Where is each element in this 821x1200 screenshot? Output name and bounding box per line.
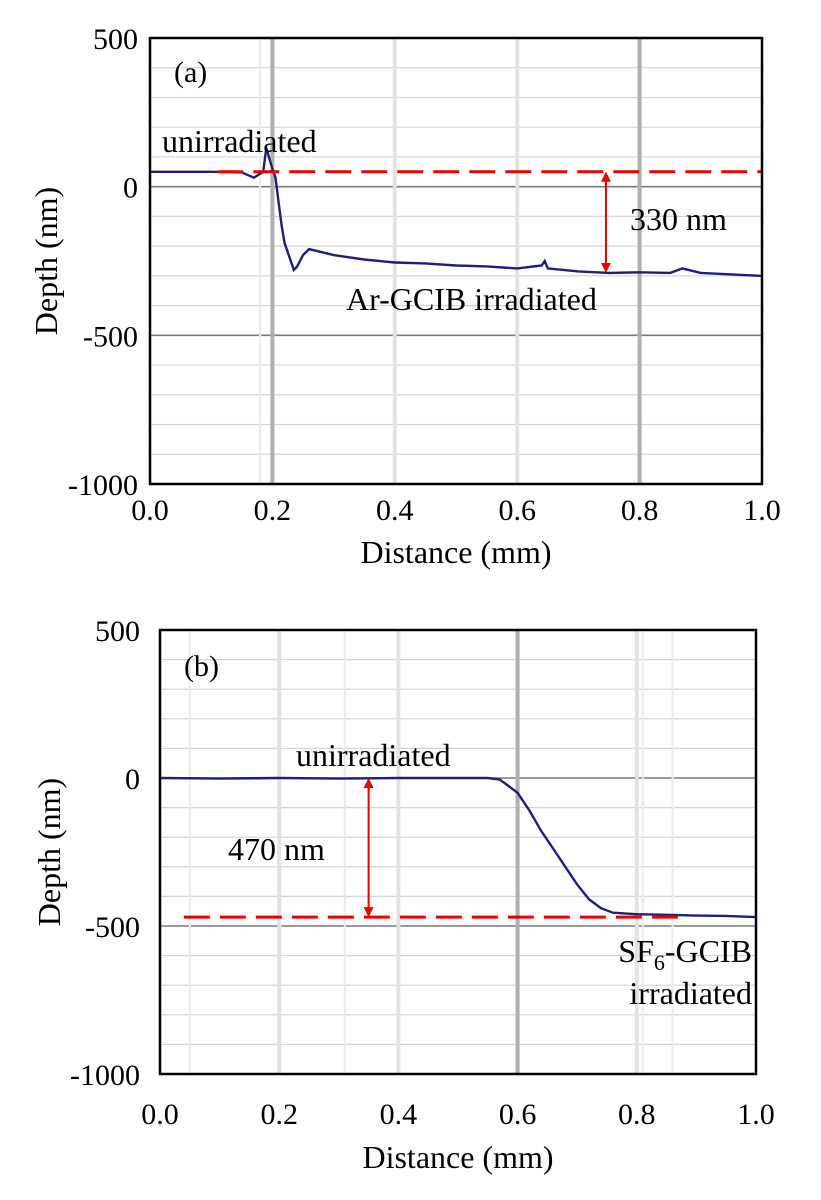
panel-a-grid [150,37,762,485]
x-tick-label: 0.8 [621,494,659,527]
panel-b-profile-line [159,776,757,919]
panel-b-unirradiated-label: unirradiated [296,737,451,773]
panel-a-unirradiated-label: unirradiated [162,123,317,159]
x-tick-label: 0.2 [254,494,292,527]
panel-a-plot-background [150,38,762,484]
x-tick-label: 0.0 [141,1098,179,1131]
x-tick-label: 0.2 [260,1098,298,1131]
x-tick-label: 0.6 [498,494,536,527]
x-tick-label: 0.8 [618,1098,656,1131]
x-tick-label: 0.0 [131,494,169,527]
x-tick-label: 1.0 [737,1098,775,1131]
panel-a-x-axis-label: Distance (mm) [360,534,551,570]
panel-a-profile-line [150,147,763,278]
y-tick-label: 0 [123,172,138,205]
y-tick-label: -1000 [70,1059,140,1092]
panel-b-y-axis-label: Depth (nm) [31,778,67,926]
y-tick-label: 500 [93,23,138,56]
panel-b-sf-text: SF [618,933,654,969]
y-tick-label: 0 [125,763,140,796]
panel-b-depth-label: 470 nm [228,831,325,867]
panel-a-irradiated-label: Ar-GCIB irradiated [346,281,597,317]
panel-b-irradiated-label-line1: SF6-GCIB [618,933,752,975]
panel-b-x-axis-label: Distance (mm) [362,1139,553,1175]
y-tick-label: -1000 [68,469,138,502]
panel-b-irradiated-label-line2: irradiated [629,975,752,1011]
y-tick-label: -500 [83,320,138,353]
panel-a-frame [148,36,764,486]
panel-a-y-axis-label: Depth (nm) [28,187,64,335]
y-tick-label: -500 [85,911,140,944]
x-tick-label: 0.4 [376,494,414,527]
x-tick-label: 0.4 [380,1098,418,1131]
x-tick-label: 0.6 [499,1098,537,1131]
panel-a-label: (a) [174,56,207,89]
panel-b-gcib-text: -GCIB [665,933,752,969]
panel-b-subscript: 6 [654,950,665,975]
y-tick-label: 500 [95,615,140,648]
panel-b-frame [158,628,758,1076]
panel-b-label: (b) [184,650,219,683]
x-tick-label: 1.0 [743,494,781,527]
panel-a-depth-label: 330 nm [630,201,727,237]
panel-b-plot-background [160,630,756,1074]
